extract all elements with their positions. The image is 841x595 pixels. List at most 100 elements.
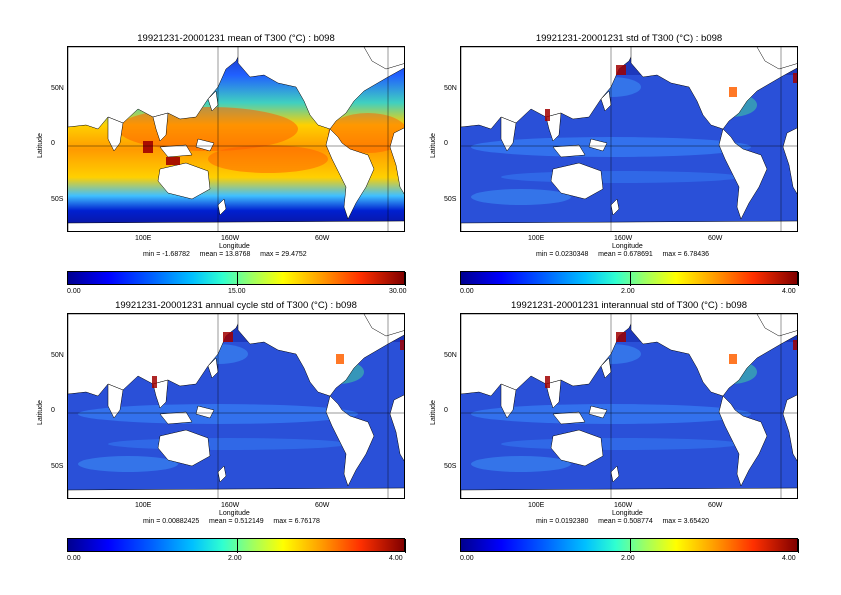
- map-frame: [460, 313, 798, 499]
- panel-title: 19921231-20001231 annual cycle std of T3…: [115, 300, 357, 311]
- colorbar-label: 0.00: [67, 288, 81, 295]
- map-frame: [67, 46, 405, 232]
- land-mass: [500, 383, 517, 419]
- land-mass: [68, 487, 404, 498]
- colorbar-label: 0.00: [460, 288, 474, 295]
- map-field: [461, 47, 797, 231]
- land-mass: [389, 127, 404, 195]
- field-statistics: min = 0.0192380 mean = 0.508774 max = 3.…: [536, 518, 709, 525]
- land-mass: [756, 47, 797, 70]
- land-mass: [461, 220, 797, 231]
- south-band: [501, 438, 741, 450]
- southern-ocean-band: [78, 456, 178, 472]
- land-mass: [157, 162, 211, 200]
- land-mass: [195, 405, 215, 419]
- panel-title: 19921231-20001231 interannual std of T30…: [510, 300, 748, 311]
- y-tick-label: 50N: [444, 85, 457, 92]
- south-pacific-warm: [208, 145, 328, 173]
- colorbar-label: 2.00: [228, 555, 242, 562]
- land-mass: [552, 144, 586, 158]
- colorbar-label: 0.00: [67, 555, 81, 562]
- land-mass: [157, 429, 211, 467]
- x-axis-title: Longitude: [612, 510, 643, 517]
- hotspot: [336, 354, 344, 364]
- y-tick-label: 50S: [51, 463, 64, 470]
- land-mass: [152, 112, 169, 142]
- colorbar-tick: [629, 539, 631, 553]
- colorbar-tick: [798, 272, 799, 286]
- south-band: [108, 438, 348, 450]
- land-mass: [195, 138, 215, 152]
- southern-ocean-band: [471, 189, 571, 205]
- land-mass: [389, 394, 404, 462]
- land-mass: [500, 116, 517, 152]
- south-band: [501, 171, 741, 183]
- y-tick-label: 0: [444, 407, 448, 414]
- y-tick-label: 0: [51, 140, 55, 147]
- land-mass: [550, 429, 604, 467]
- colorbar-label: 2.00: [621, 288, 635, 295]
- field-statistics: min = 0.0230348 mean = 0.678691 max = 6.…: [536, 251, 709, 258]
- land-mass: [588, 405, 608, 419]
- land-mass: [363, 314, 404, 337]
- colorbar-label: 4.00: [389, 555, 403, 562]
- map-frame: [460, 46, 798, 232]
- land-mass: [630, 47, 797, 130]
- x-tick-label: 100E: [135, 502, 152, 509]
- x-axis-title: Longitude: [219, 243, 250, 250]
- panel-title: 19921231-20001231 std of T300 (°C) : b09…: [535, 33, 723, 44]
- land-mass: [782, 127, 797, 195]
- x-tick-label: 160W: [221, 502, 240, 509]
- hotspot: [223, 332, 233, 342]
- map-field: [68, 47, 404, 231]
- y-axis-title: Latitude: [37, 133, 44, 158]
- colorbar: [67, 271, 406, 286]
- hotspot: [166, 157, 180, 165]
- colorbar: [460, 271, 799, 286]
- land-mass: [107, 383, 124, 419]
- land-mass: [630, 314, 797, 397]
- x-axis-title: Longitude: [219, 510, 250, 517]
- y-tick-label: 50S: [51, 196, 64, 203]
- hotspot: [545, 376, 550, 388]
- hotspot: [729, 354, 737, 364]
- colorbar-tick: [236, 272, 238, 286]
- land-mass: [107, 116, 124, 152]
- panel-title: 19921231-20001231 mean of T300 (°C) : b0…: [137, 33, 335, 44]
- atlantic-warm: [328, 113, 404, 153]
- colorbar-label: 4.00: [782, 555, 796, 562]
- x-axis-title: Longitude: [612, 243, 643, 250]
- colorbar-label: 2.00: [621, 555, 635, 562]
- x-tick-label: 160W: [614, 502, 633, 509]
- y-tick-label: 50S: [444, 196, 457, 203]
- land-mass: [610, 198, 620, 216]
- colorbar-tick: [798, 539, 799, 553]
- colorbar-tick: [236, 539, 238, 553]
- y-axis-title: Latitude: [430, 400, 437, 425]
- land-mass: [325, 128, 375, 220]
- hotspot: [793, 340, 797, 350]
- x-tick-label: 60W: [708, 235, 723, 242]
- land-mass: [159, 144, 193, 158]
- y-tick-label: 50N: [51, 85, 64, 92]
- southern-ocean-band: [471, 456, 571, 472]
- y-tick-label: 0: [444, 140, 448, 147]
- x-tick-label: 160W: [221, 235, 240, 242]
- x-tick-label: 160W: [614, 235, 633, 242]
- land-mass: [552, 411, 586, 425]
- colorbar-label: 15.00: [228, 288, 246, 295]
- land-mass: [782, 394, 797, 462]
- land-mass: [550, 162, 604, 200]
- hotspot: [616, 65, 626, 75]
- field-statistics: min = -1.68782 mean = 13.8768 max = 29.4…: [143, 251, 307, 258]
- x-tick-label: 100E: [528, 502, 545, 509]
- land-mass: [461, 487, 797, 498]
- land-mass: [217, 198, 227, 216]
- colorbar: [460, 538, 799, 553]
- land-mass: [610, 465, 620, 483]
- field-statistics: min = 0.00882425 mean = 0.512149 max = 6…: [143, 518, 320, 525]
- colorbar-tick: [629, 272, 631, 286]
- x-tick-label: 60W: [708, 502, 723, 509]
- y-tick-label: 50N: [51, 352, 64, 359]
- y-tick-label: 0: [51, 407, 55, 414]
